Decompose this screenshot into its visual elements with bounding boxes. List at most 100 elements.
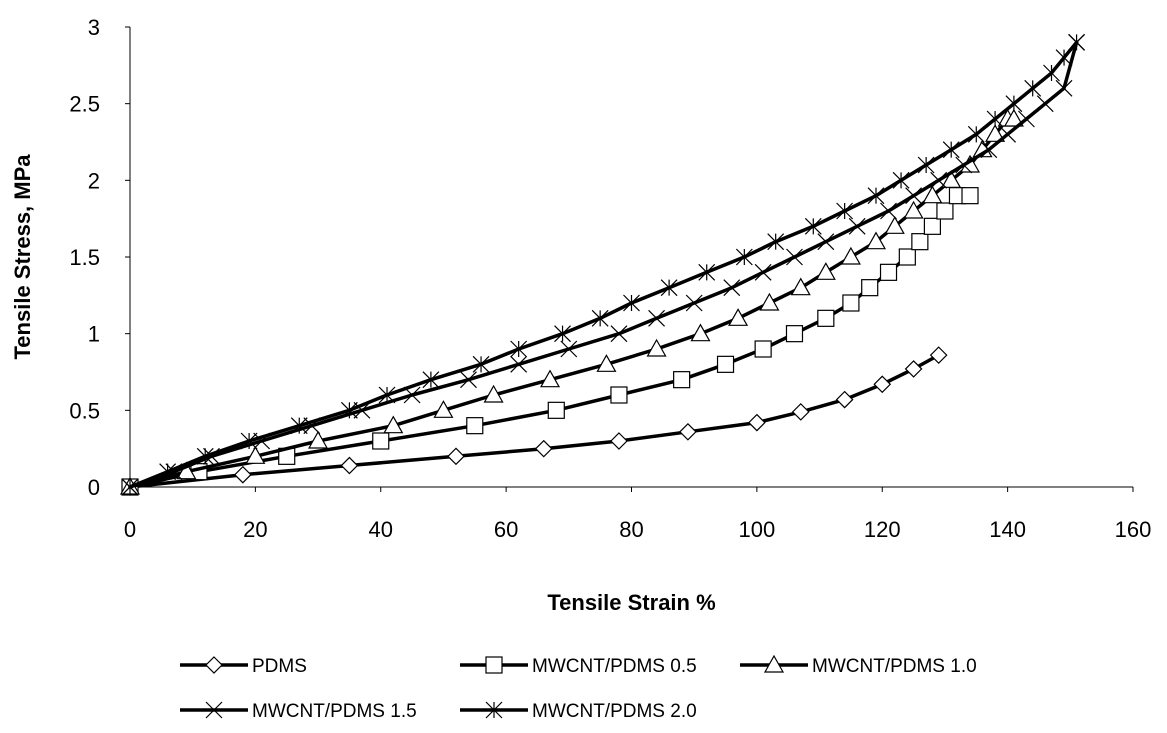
data-point [510, 340, 528, 358]
x-tick-label: 80 [619, 517, 643, 542]
data-point [596, 354, 617, 372]
y-tick-label: 3 [88, 15, 100, 40]
data-point [698, 263, 716, 281]
data-point [1018, 110, 1035, 128]
data-point [911, 233, 929, 251]
legend-marker [485, 701, 503, 719]
legend-marker [205, 656, 223, 674]
series-1 [121, 187, 979, 496]
data-point [646, 338, 667, 357]
data-point [804, 217, 822, 235]
data-point [735, 248, 753, 266]
data-point [679, 422, 697, 441]
data-point [560, 340, 578, 358]
legend-marker [485, 656, 503, 674]
data-point [985, 124, 1006, 142]
x-tick-label: 160 [1115, 517, 1152, 542]
data-point [690, 323, 711, 342]
data-point [547, 401, 565, 419]
data-point [748, 413, 766, 432]
data-point [728, 308, 749, 326]
data-point [1043, 64, 1060, 82]
data-point [1005, 95, 1023, 113]
data-point [510, 355, 528, 373]
data-point [898, 248, 916, 266]
data-point [308, 430, 329, 449]
series-line [128, 117, 1016, 489]
data-point [648, 309, 665, 327]
data-point [865, 231, 887, 250]
legend-label: MWCNT/PDMS 1.5 [252, 701, 417, 722]
data-point [861, 279, 879, 297]
data-point [716, 355, 735, 373]
legend-marker [205, 701, 223, 719]
data-point [879, 263, 898, 281]
data-point [785, 325, 804, 343]
data-point [176, 461, 197, 480]
legend-label: MWCNT/PDMS 1.0 [812, 656, 977, 677]
data-point [917, 156, 935, 174]
data-point [539, 369, 561, 388]
data-point [786, 248, 803, 266]
legend-label: PDMS [252, 656, 307, 677]
data-point [483, 384, 504, 403]
data-point [884, 216, 905, 234]
data-point [791, 403, 810, 421]
data-point [353, 401, 371, 419]
data-point [610, 432, 628, 450]
legend-item: MWCNT/PDMS 1.5 [180, 701, 417, 722]
data-point [790, 277, 811, 296]
data-point [942, 141, 960, 159]
data-point [196, 447, 214, 465]
data-point [842, 294, 860, 312]
data-point [378, 386, 396, 404]
data-point [290, 417, 308, 435]
y-tick-label: 2.5 [69, 92, 100, 117]
data-point [554, 325, 571, 343]
data-point [815, 262, 836, 280]
data-point [936, 202, 954, 220]
data-point [922, 185, 943, 204]
data-point [754, 263, 772, 281]
legend: PDMS MWCNT/PDMS 0.5 MWCNT/PDMS 1.0 MWCNT/PD… [180, 654, 977, 722]
x-tick-label: 120 [864, 517, 901, 542]
data-point [1068, 33, 1086, 51]
y-tick-label: 1 [88, 322, 100, 347]
legend-item: MWCNT/PDMS 2.0 [460, 701, 697, 722]
x-tick-label: 20 [243, 517, 267, 542]
data-point [880, 202, 897, 220]
data-point [1003, 108, 1024, 127]
legend-label: MWCNT/PDMS 2.0 [532, 701, 697, 722]
x-tick-label: 100 [739, 517, 776, 542]
data-point [447, 447, 465, 466]
series-0 [121, 346, 948, 496]
y-tick-label: 1.5 [69, 245, 100, 270]
data-point [903, 200, 924, 219]
series-layer [119, 33, 1086, 496]
data-point [817, 233, 835, 251]
data-point [840, 246, 861, 265]
data-point [610, 386, 628, 404]
data-point [967, 125, 985, 143]
data-point [867, 187, 885, 205]
x-axis-title: Tensile Strain % [547, 590, 715, 615]
series-3 [121, 33, 1086, 496]
data-point [1024, 79, 1042, 97]
data-point [383, 415, 404, 434]
data-point [660, 279, 678, 297]
data-point [433, 400, 454, 418]
data-point [905, 187, 923, 205]
data-point [904, 360, 923, 378]
data-point [955, 156, 973, 174]
data-point [673, 371, 691, 389]
axes [129, 27, 1133, 488]
data-point [1055, 49, 1073, 67]
data-point [466, 417, 484, 435]
series-line [128, 40, 1079, 489]
data-point [848, 217, 866, 235]
data-point [472, 355, 490, 373]
data-point [240, 432, 258, 450]
data-point [623, 294, 640, 312]
